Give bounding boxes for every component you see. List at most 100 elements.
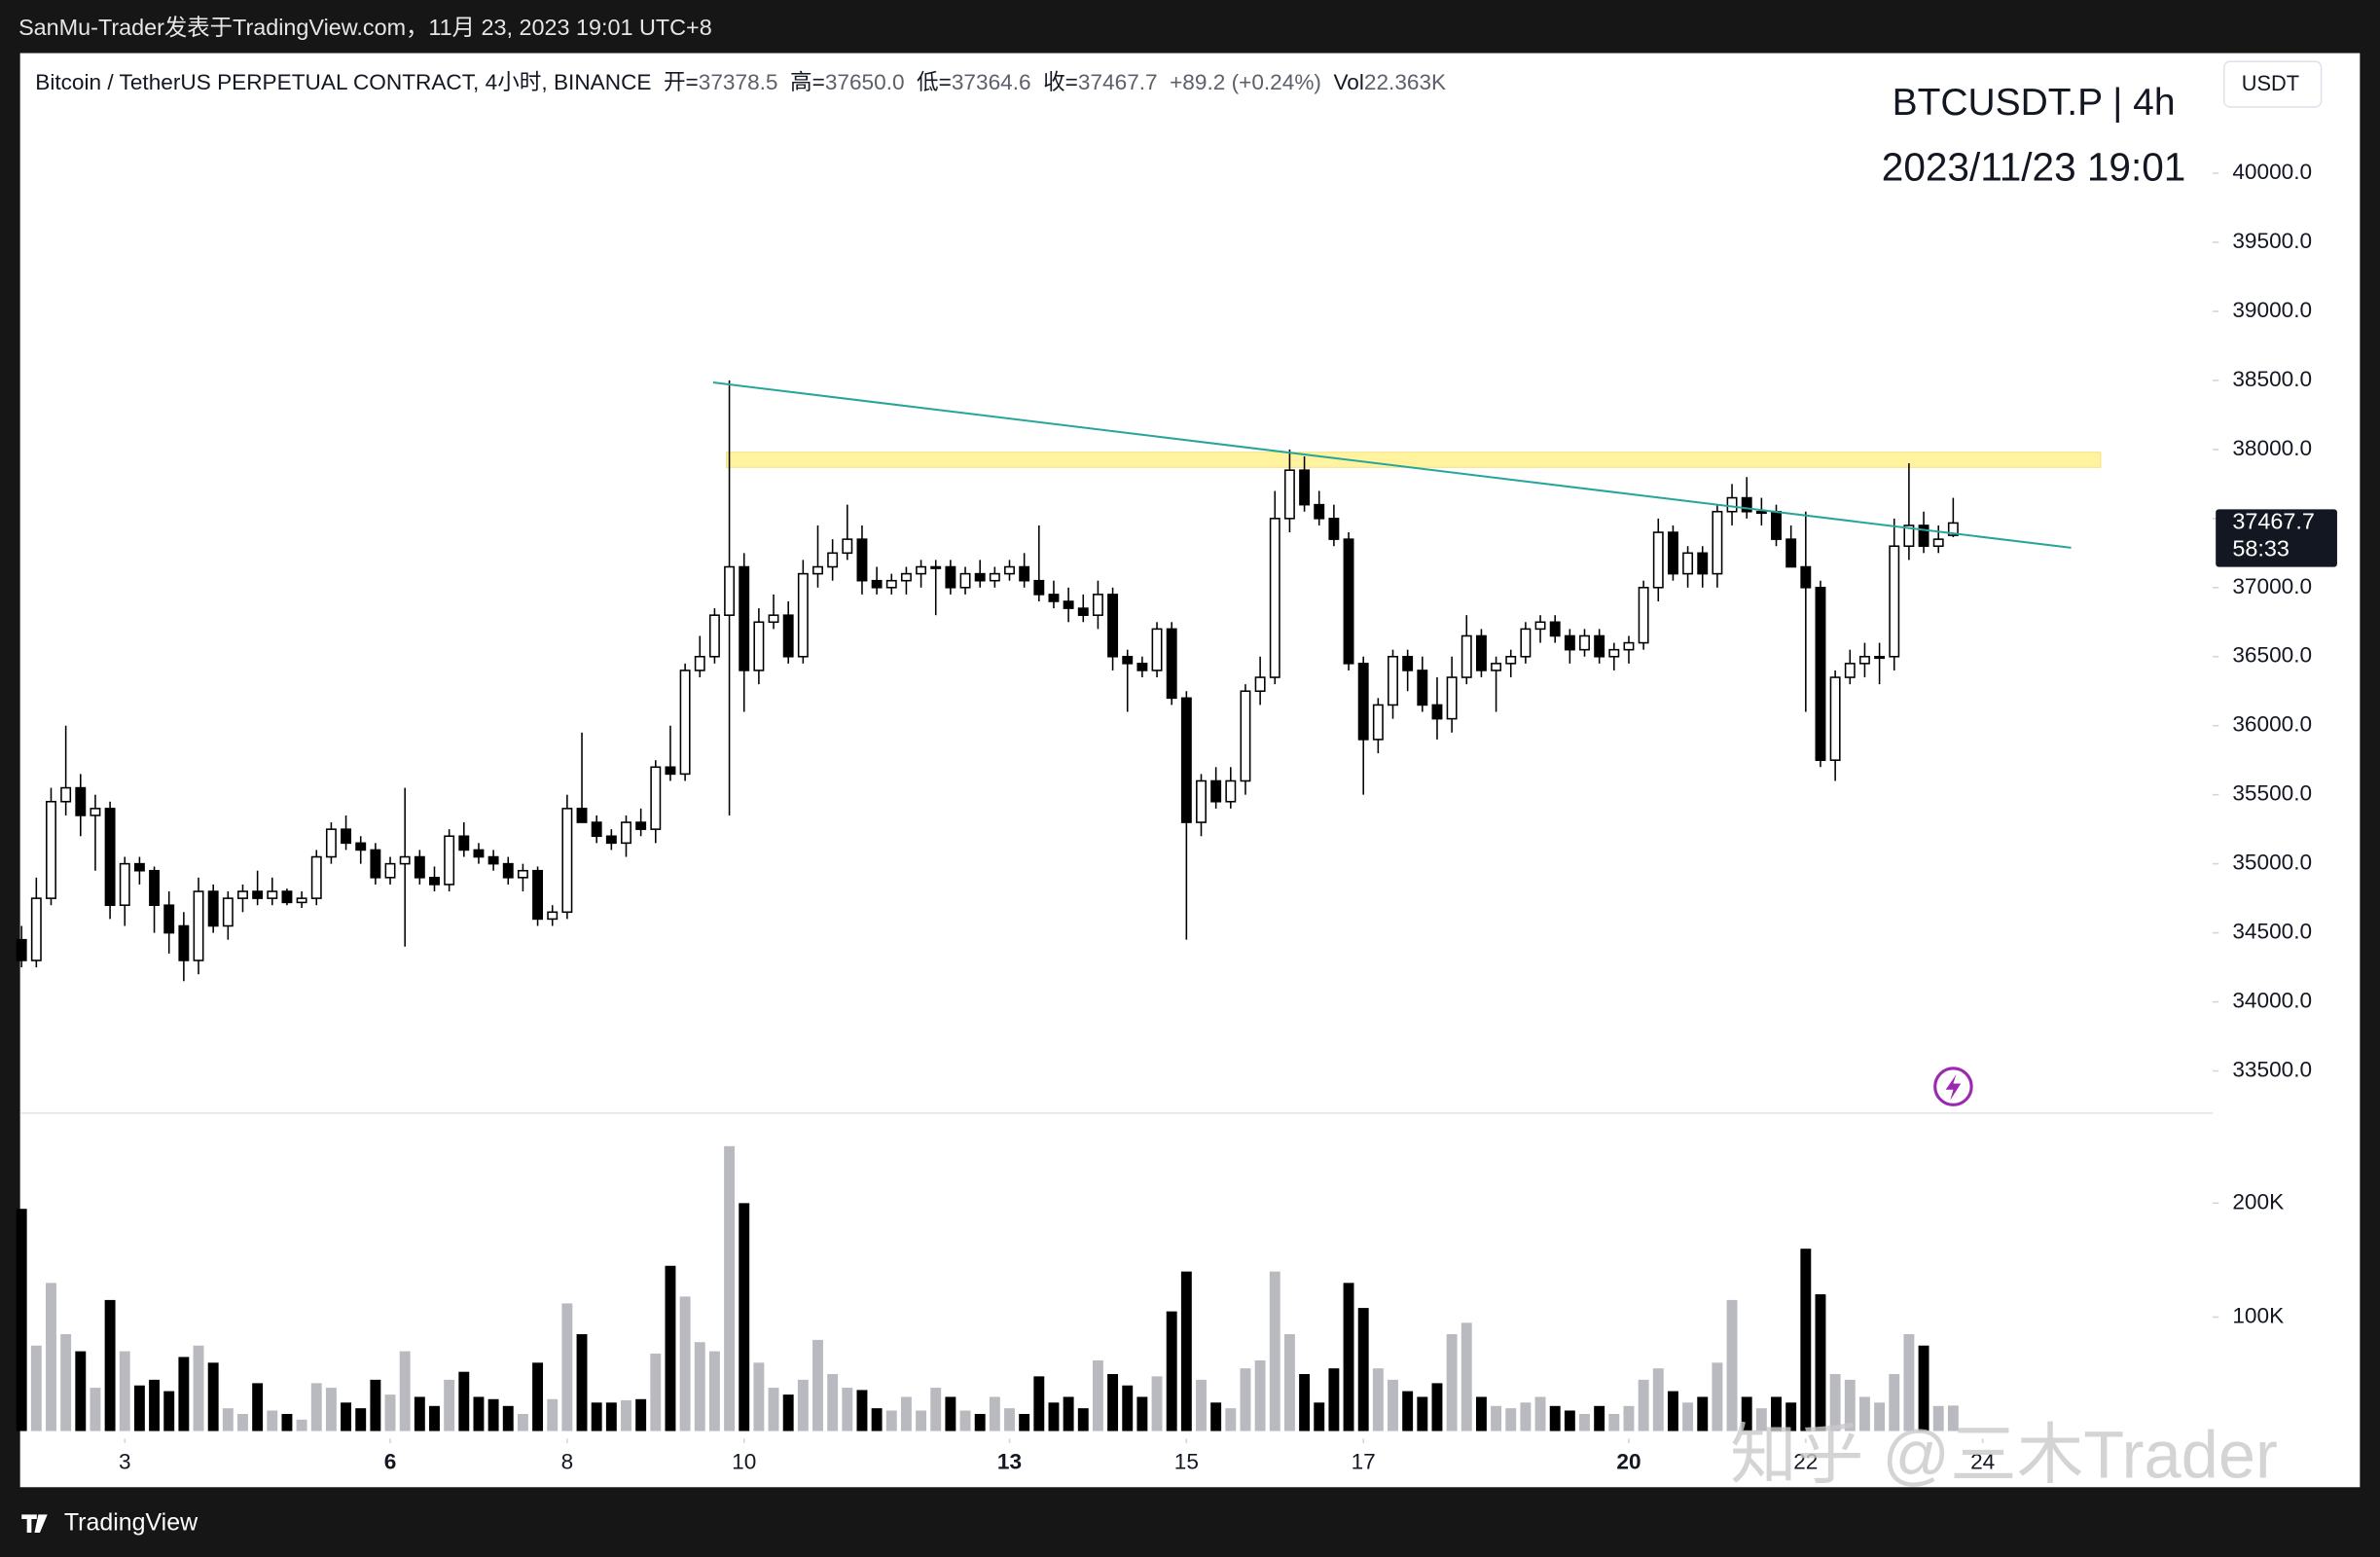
- candle-body: [650, 766, 662, 830]
- volume-bar: [1166, 1311, 1177, 1431]
- candle-body: [621, 821, 631, 845]
- candle-body: [974, 572, 986, 582]
- volume-bar: [1357, 1308, 1369, 1431]
- volume-bar: [414, 1396, 425, 1431]
- volume-bar: [1918, 1345, 1929, 1431]
- volume-bar: [104, 1299, 116, 1431]
- volume-bar: [119, 1351, 130, 1431]
- candle-body: [517, 869, 528, 879]
- candle-body: [989, 572, 1000, 582]
- candle-body: [1019, 565, 1030, 582]
- candle-body: [1460, 634, 1472, 678]
- candle-body: [782, 614, 794, 658]
- volume-bar: [1077, 1408, 1089, 1431]
- volume-bar: [207, 1362, 219, 1431]
- volume-bar: [222, 1408, 234, 1431]
- brand-name: TradingView: [64, 1508, 198, 1536]
- candle-body: [473, 849, 485, 858]
- candle-body: [1785, 538, 1797, 568]
- volume-bar: [1240, 1368, 1251, 1431]
- volume-bar: [547, 1398, 559, 1431]
- candle-body: [1844, 663, 1856, 678]
- candle-body: [1372, 704, 1384, 741]
- candle-body: [1166, 628, 1177, 700]
- currency-button[interactable]: [2222, 60, 2323, 108]
- volume-bar: [1402, 1391, 1414, 1431]
- candle-body: [1520, 628, 1532, 658]
- candle-body: [1136, 663, 1148, 671]
- candle-body: [444, 835, 455, 886]
- volume-bar: [1712, 1362, 1723, 1431]
- volume-bar: [1196, 1379, 1207, 1431]
- candle-body: [1314, 503, 1325, 520]
- candle-body: [1741, 496, 1752, 513]
- candle-body: [1299, 469, 1311, 506]
- candle-body: [1726, 496, 1738, 513]
- currency-label[interactable]: USDT: [2242, 71, 2299, 95]
- volume-bar: [782, 1394, 794, 1431]
- y-tick-label: 35000.0: [2232, 851, 2312, 875]
- volume-bar: [473, 1396, 485, 1431]
- alert-icon-bolt: [1945, 1074, 1962, 1101]
- candle-body: [797, 572, 809, 658]
- candle-body: [605, 835, 617, 845]
- candle-body: [1107, 594, 1119, 658]
- volume-bar: [900, 1396, 912, 1431]
- volume-bar: [1785, 1402, 1797, 1431]
- chart-title: BTCUSDT.P | 4h: [1893, 82, 2176, 124]
- volume-bar: [1800, 1249, 1812, 1431]
- candle-body: [163, 904, 175, 934]
- candle-body: [1903, 525, 1915, 548]
- volume-bar: [856, 1390, 868, 1431]
- volume-bar: [1844, 1379, 1856, 1431]
- volume-bar: [384, 1394, 396, 1431]
- volume-bar: [1210, 1402, 1222, 1431]
- volume-bar: [930, 1388, 942, 1431]
- volume-bar: [1431, 1383, 1443, 1431]
- x-tick-label: 22: [1793, 1449, 1818, 1473]
- candle-body: [487, 855, 499, 865]
- candle-body: [429, 877, 440, 886]
- x-tick-label: 13: [997, 1449, 1022, 1473]
- candle-body: [370, 849, 381, 879]
- candle-body: [193, 890, 204, 961]
- candle-body: [1491, 663, 1502, 671]
- legend-change: +89.2 (+0.24%): [1170, 70, 1321, 94]
- volume-bar: [90, 1388, 101, 1431]
- legend-name: Bitcoin / TetherUS PERPETUAL CONTRACT, 4…: [35, 70, 651, 94]
- x-tick-label: 10: [732, 1449, 756, 1473]
- candle-body: [267, 890, 278, 899]
- volume-bar: [429, 1405, 440, 1431]
- candle-body: [576, 808, 588, 823]
- candle-body: [1505, 655, 1517, 665]
- volume-bar: [399, 1351, 411, 1431]
- candle-body: [1196, 779, 1207, 823]
- volume-bar: [1815, 1294, 1826, 1431]
- volume-bar: [355, 1408, 367, 1431]
- volume-bar: [1491, 1405, 1502, 1431]
- legend-value: 37650.0: [825, 70, 905, 94]
- volume-bar: [163, 1391, 175, 1431]
- candle-body: [1755, 510, 1767, 515]
- volume-bar: [1726, 1299, 1738, 1431]
- volume-bar: [1063, 1396, 1074, 1431]
- alert-icon[interactable]: [1933, 1067, 1973, 1106]
- volume-bar: [1652, 1368, 1664, 1431]
- candle-body: [60, 786, 72, 803]
- volume-bar: [149, 1379, 161, 1431]
- volume-bar: [1549, 1405, 1561, 1431]
- volume-bar: [16, 1209, 27, 1431]
- volume-bar: [650, 1353, 662, 1431]
- volume-bar: [1741, 1396, 1752, 1431]
- candle-body: [149, 869, 161, 906]
- candle-body: [532, 869, 544, 921]
- candle-body: [1431, 704, 1443, 720]
- candle-body: [1932, 538, 1944, 548]
- volume-bar: [605, 1402, 617, 1431]
- candle-body: [679, 670, 691, 776]
- candle-body: [1328, 518, 1340, 540]
- candle-body: [296, 897, 307, 904]
- candle-body: [1682, 552, 1694, 575]
- volume-bar: [1947, 1405, 1959, 1431]
- volume-bar: [561, 1303, 573, 1431]
